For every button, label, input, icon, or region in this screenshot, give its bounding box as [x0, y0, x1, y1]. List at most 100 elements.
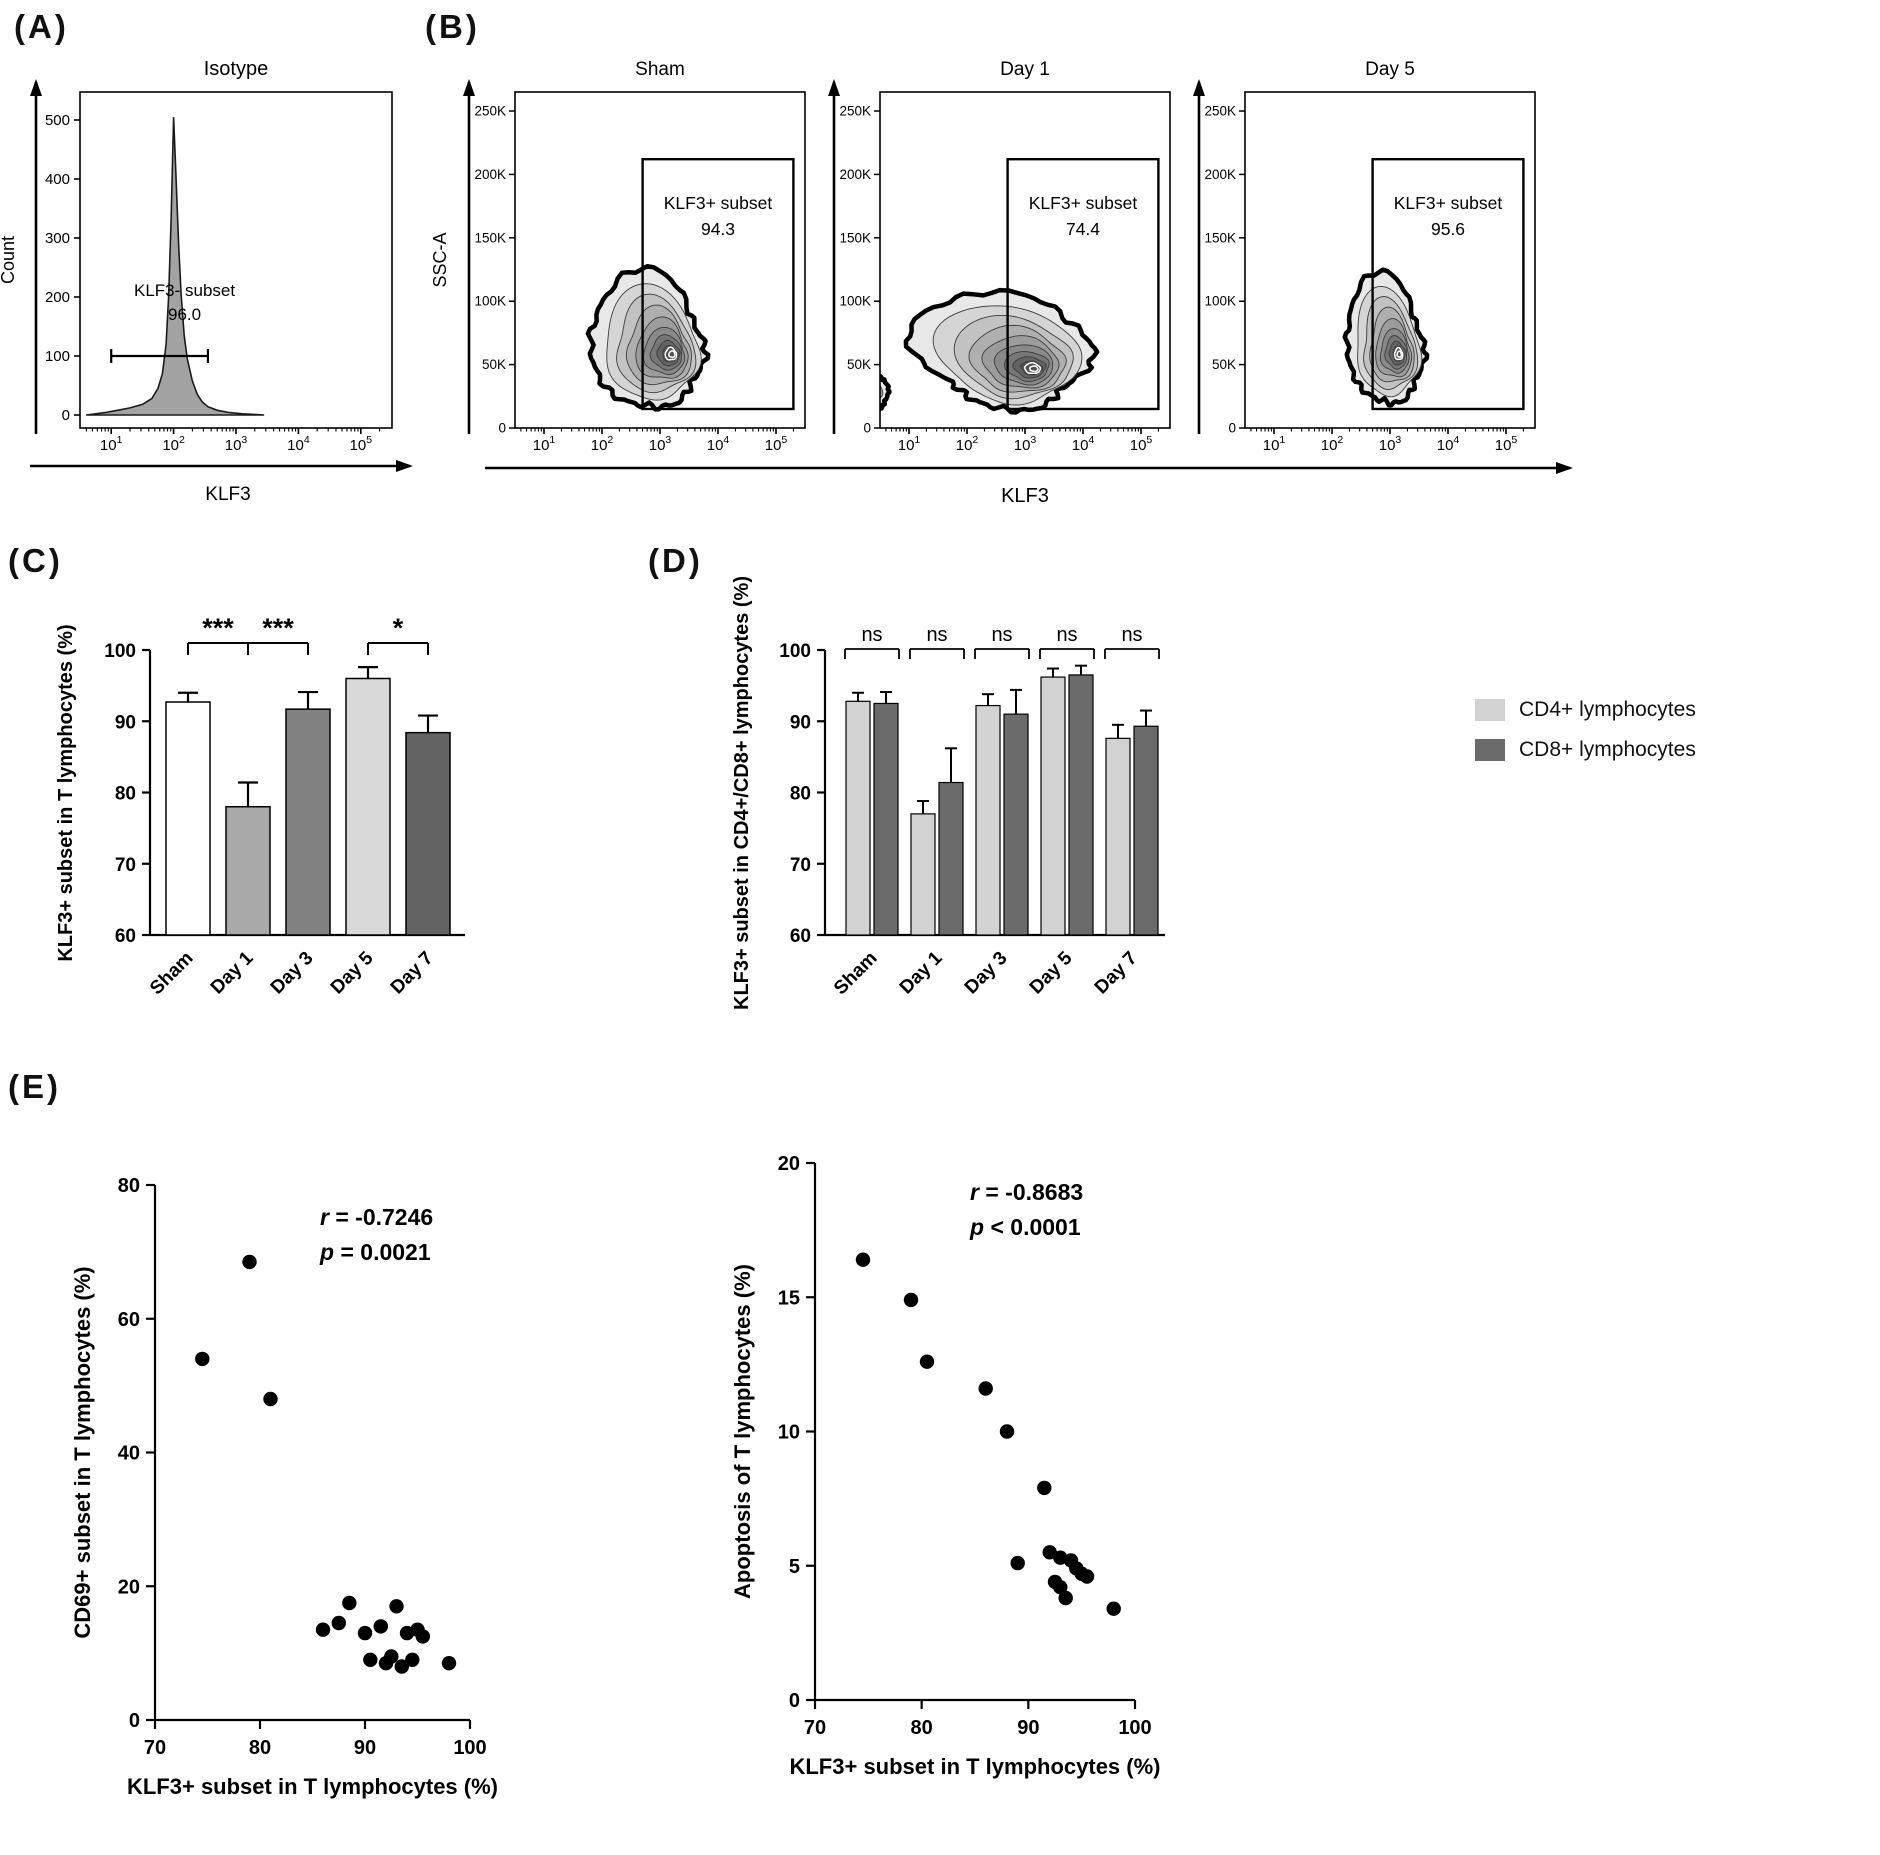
svg-text:Sham: Sham	[830, 948, 881, 999]
svg-text:105: 105	[1130, 434, 1153, 454]
svg-text:102: 102	[1321, 434, 1344, 454]
svg-text:104: 104	[707, 434, 730, 454]
svg-text:400: 400	[45, 171, 70, 188]
svg-text:100K: 100K	[839, 294, 871, 309]
svg-text:ns: ns	[861, 624, 882, 646]
svg-text:500: 500	[45, 112, 70, 129]
svg-text:KLF3- subset: KLF3- subset	[134, 281, 235, 300]
svg-text:50K: 50K	[482, 357, 506, 372]
panel-e-label: (E)	[8, 1068, 61, 1105]
svg-text:103: 103	[1014, 434, 1037, 454]
svg-text:250K: 250K	[1204, 104, 1236, 119]
svg-text:50K: 50K	[847, 357, 871, 372]
svg-text:60: 60	[115, 926, 136, 947]
svg-text:70: 70	[790, 855, 811, 876]
svg-text:94.3: 94.3	[701, 219, 735, 239]
panel-b-label: (B)	[425, 8, 480, 45]
svg-text:*: *	[393, 613, 404, 643]
legend-label-cd8: CD8+ lymphocytes	[1519, 738, 1696, 761]
svg-text:103: 103	[649, 434, 672, 454]
svg-text:20: 20	[118, 1576, 140, 1598]
svg-text:Apoptosis of T lymphocytes (%): Apoptosis of T lymphocytes (%)	[730, 1264, 755, 1599]
svg-text:KLF3: KLF3	[205, 484, 250, 505]
svg-text:Day 1: Day 1	[1000, 59, 1050, 80]
svg-text:60: 60	[118, 1309, 140, 1331]
svg-text:100: 100	[779, 641, 811, 662]
svg-text:ns: ns	[991, 624, 1012, 646]
svg-text:105: 105	[765, 434, 788, 454]
apoptosis-scatter-chart: 0 5 10 15 20 70 80 90 100 r = -0.8683 p < 0.0001 KL…	[720, 1100, 1320, 1820]
svg-text:ns: ns	[1121, 624, 1142, 646]
svg-text:95.6: 95.6	[1431, 219, 1465, 239]
svg-text:Day 5: Day 5	[1026, 947, 1077, 998]
svg-text:250K: 250K	[474, 104, 506, 119]
svg-text:70: 70	[144, 1737, 166, 1759]
svg-text:Day 3: Day 3	[267, 948, 318, 999]
svg-text:100: 100	[1118, 1717, 1151, 1739]
svg-text:70: 70	[115, 855, 136, 876]
panel-c-label: (C)	[8, 542, 63, 579]
svg-text:90: 90	[115, 712, 136, 733]
svg-text:150K: 150K	[1204, 230, 1236, 245]
svg-text:90: 90	[790, 712, 811, 733]
svg-text:80: 80	[249, 1737, 271, 1759]
svg-text:Day 1: Day 1	[896, 947, 947, 998]
svg-text:104: 104	[1437, 434, 1460, 454]
svg-text:101: 101	[100, 434, 123, 454]
svg-text:102: 102	[162, 434, 185, 454]
cd8-color-swatch	[1475, 739, 1505, 761]
svg-text:80: 80	[115, 784, 136, 805]
svg-text:p = 0.0021: p = 0.0021	[319, 1239, 431, 1265]
svg-text:0: 0	[789, 1690, 800, 1712]
svg-text:100K: 100K	[1204, 294, 1236, 309]
cd4-color-swatch	[1475, 699, 1505, 721]
svg-text:10: 10	[778, 1422, 800, 1444]
svg-text:Day 5: Day 5	[1365, 59, 1415, 80]
svg-text:p < 0.0001: p < 0.0001	[969, 1214, 1081, 1240]
svg-text:90: 90	[1017, 1717, 1039, 1739]
svg-text:105: 105	[1495, 434, 1518, 454]
svg-text:Day 1: Day 1	[207, 947, 258, 998]
svg-text:Day 5: Day 5	[327, 947, 378, 998]
svg-text:r = -0.8683: r = -0.8683	[970, 1179, 1083, 1205]
svg-text:KLF3+ subset: KLF3+ subset	[1394, 193, 1503, 213]
svg-text:ns: ns	[1056, 624, 1077, 646]
svg-text:5: 5	[789, 1556, 800, 1578]
legend: CD4+ lymphocytes CD8+ lymphocytes	[1475, 698, 1696, 762]
svg-text:Sham: Sham	[635, 59, 685, 80]
svg-text:150K: 150K	[474, 230, 506, 245]
svg-text:70: 70	[804, 1717, 826, 1739]
svg-text:104: 104	[287, 434, 310, 454]
svg-text:90: 90	[354, 1737, 376, 1759]
flow-density-plots: KLF3+ subset 94.3 0 50K 100K 150K 200K 250K 101 1…	[430, 30, 1880, 550]
svg-text:KLF3+ subset in T lymphocytes: KLF3+ subset in T lymphocytes (%)	[55, 624, 77, 961]
svg-text:Day 7: Day 7	[1091, 948, 1142, 999]
svg-text:96.0: 96.0	[168, 305, 201, 324]
legend-item-cd4: CD4+ lymphocytes	[1475, 698, 1696, 722]
svg-text:80: 80	[911, 1717, 933, 1739]
panel-a-label: (A)	[14, 8, 69, 45]
svg-text:KLF3+ subset: KLF3+ subset	[1029, 193, 1138, 213]
svg-text:***: ***	[262, 613, 294, 643]
svg-text:0: 0	[129, 1710, 140, 1732]
svg-text:50K: 50K	[1212, 357, 1236, 372]
svg-text:80: 80	[118, 1175, 140, 1197]
svg-text:100: 100	[45, 348, 70, 365]
svg-text:CD69+ subset in T lymphocytes: CD69+ subset in T lymphocytes (%)	[70, 1266, 95, 1638]
svg-text:Sham: Sham	[146, 948, 197, 999]
svg-text:ns: ns	[926, 624, 947, 646]
svg-text:20: 20	[778, 1153, 800, 1175]
svg-text:101: 101	[1263, 434, 1286, 454]
svg-text:74.4: 74.4	[1066, 219, 1100, 239]
svg-text:104: 104	[1072, 434, 1095, 454]
svg-text:SSC-A: SSC-A	[430, 232, 450, 287]
klf3-t-bar-chart: 60 70 80 90 100 Sham Day 1 Day 3 Day 5 Day 7 *** **…	[0, 555, 640, 1075]
isotype-histogram-chart: 0 100 200 300 400 500 101 102 103 104 105 KLF3- sub…	[0, 30, 470, 550]
svg-text:Day 7: Day 7	[387, 948, 438, 999]
klf3-cd4-cd8-bar-chart: 60 70 80 90 100 ns Sham ns Day 1 ns Day 3 ns Day 5 ns…	[640, 555, 1470, 1075]
svg-text:40: 40	[118, 1443, 140, 1465]
legend-item-cd8: CD8+ lymphocytes	[1475, 738, 1696, 762]
svg-text:60: 60	[790, 926, 811, 947]
svg-text:KLF3+ subset in T lymphocytes: KLF3+ subset in T lymphocytes (%)	[789, 1754, 1160, 1779]
